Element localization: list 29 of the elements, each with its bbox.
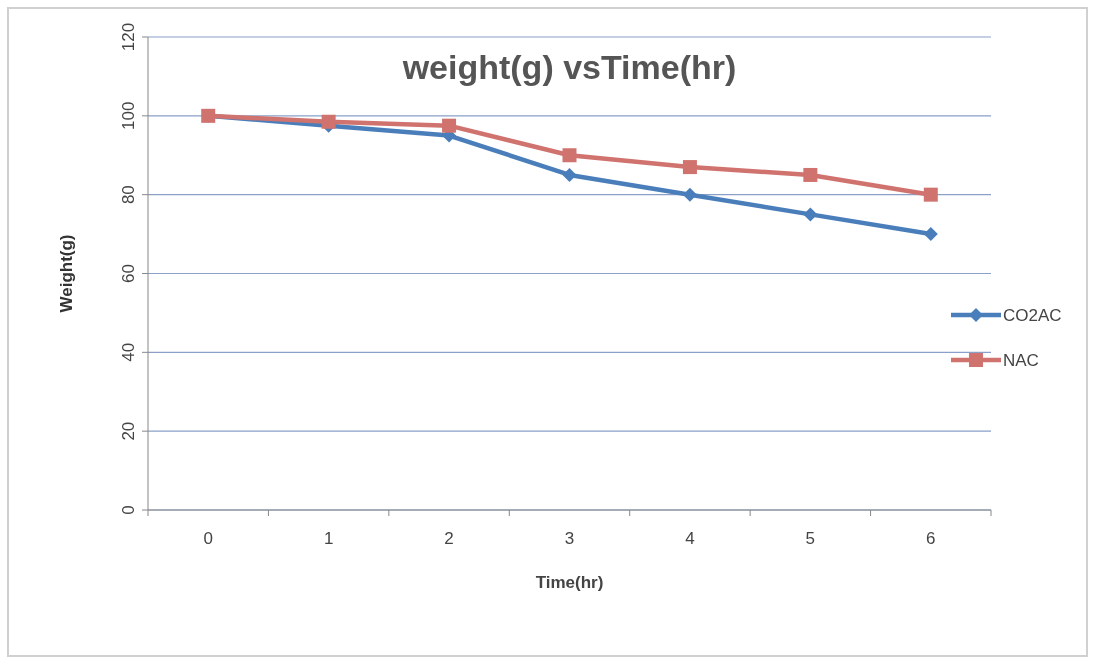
x-tick-label: 6 [926, 529, 936, 548]
x-tick-label: 3 [564, 529, 575, 548]
point [682, 187, 697, 202]
point [803, 167, 818, 182]
x-tick-label: 2 [444, 529, 454, 548]
y-tick-label: 0 [119, 505, 138, 515]
x-tick-label: 1 [323, 529, 334, 548]
point [562, 167, 577, 182]
x-tick-label: 5 [805, 529, 816, 548]
x-tick-label: 4 [685, 529, 695, 548]
y-tick-label: 40 [119, 342, 138, 362]
y-tick-label: 80 [119, 185, 138, 205]
x-axis-title: Time(hr) [535, 573, 604, 592]
y-tick-label: 60 [119, 264, 138, 283]
y-tick-label: 120 [119, 22, 138, 52]
point [923, 227, 938, 242]
chart-title: weight(g) vsTime(hr) [401, 48, 737, 86]
point [682, 160, 697, 175]
point [442, 118, 457, 133]
point [923, 187, 938, 202]
y-axis-title: Weight(g) [57, 234, 76, 313]
point [803, 207, 818, 222]
legend-label: NAC [1003, 351, 1039, 370]
point [321, 114, 336, 129]
point [562, 148, 577, 163]
y-tick-label: 20 [119, 421, 138, 441]
y-tick-label: 100 [119, 101, 138, 131]
x-tick-label: 0 [203, 529, 213, 548]
legend-label: CO2AC [1003, 306, 1062, 325]
